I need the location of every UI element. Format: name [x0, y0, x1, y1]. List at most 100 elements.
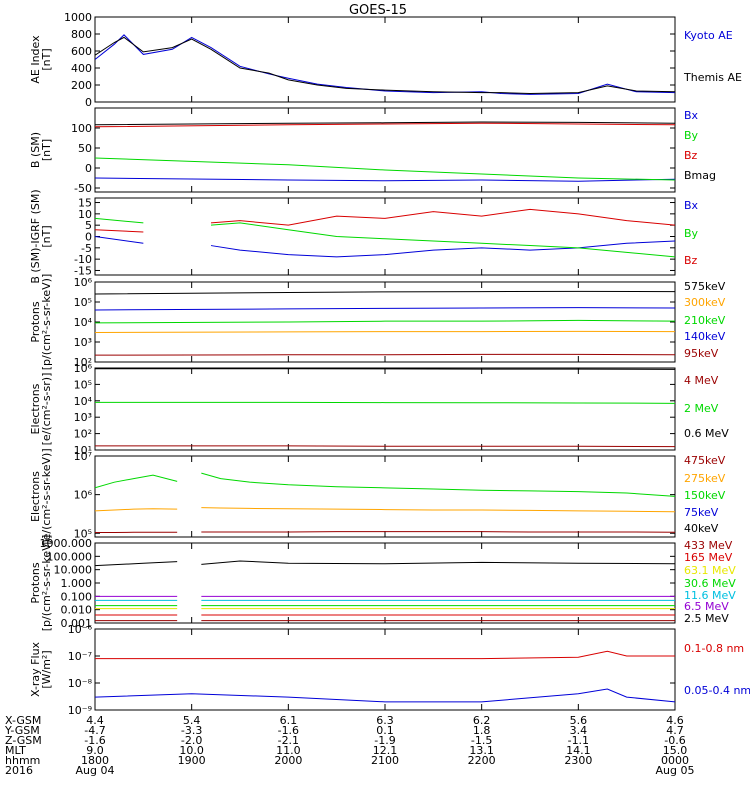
series-line-275keV: [201, 507, 675, 513]
y-tick-label: 800: [71, 28, 92, 41]
y-tick-label: 0.100: [61, 590, 93, 603]
x-table-cell: 0000: [661, 754, 689, 767]
legend-entry: 63.1 MeV: [684, 564, 736, 577]
y-axis-label: [nT]: [40, 48, 53, 70]
series-line-210keV: [95, 319, 675, 324]
x-table-cell: 6.1: [280, 714, 298, 727]
series-line-0-1-0-8-nm: [95, 650, 675, 660]
series-line-By: [210, 222, 675, 258]
x-table-cell: 14.1: [566, 744, 591, 757]
series-line-4-MeV: [95, 445, 675, 448]
x-table-cell: 1.8: [473, 724, 491, 737]
y-axis-label: [p/(cm²-s-sr-keV)]: [40, 535, 53, 632]
x-table-cell: -4.7: [84, 724, 105, 737]
y-tick-label: 100.000: [47, 550, 93, 563]
y-axis-label: Electrons: [29, 471, 42, 522]
y-tick-label: 10³: [74, 336, 92, 349]
x-table-cell: -1.6: [84, 734, 105, 747]
y-tick-label: 10⁴: [74, 395, 93, 408]
y-tick-label: 10⁴: [74, 316, 93, 329]
legend-entry: 0.6 MeV: [684, 427, 729, 440]
panel-electrons_mev: 10¹ 10² 10³ 10⁴ 10⁵ 10⁶ Electrons[e/(cm²-s-sr)…: [29, 362, 729, 457]
legend-entry: 300keV: [684, 296, 726, 309]
series-line-2-MeV: [95, 401, 675, 404]
series-line-150keV: [95, 474, 178, 489]
series-line-By: [95, 157, 675, 181]
panel-protons_mev: 10² 10³ 10⁴ 10⁵ 10⁶ Protons[p/(cm²-s-sr-keV)]…: [29, 274, 726, 371]
y-tick-label: 400: [71, 62, 92, 75]
y-axis-label: [p/(cm²-s-sr-keV)]: [40, 274, 53, 371]
series-line-Bmag: [95, 121, 675, 126]
y-tick-label: 10³: [74, 411, 92, 424]
y-tick-label: 10⁻⁹: [68, 704, 92, 717]
x-table-cell: 2100: [371, 754, 399, 767]
legend-entry: 433 MeV: [684, 539, 733, 552]
series-line-Kyoto-AE: [95, 34, 675, 95]
legend-entry: 95keV: [684, 347, 719, 360]
plot-title: GOES-15: [349, 3, 407, 18]
panel-frame: [94, 455, 676, 538]
panel-xray: 10⁻⁹ 10⁻⁸ 10⁻⁷ 10⁻⁶ X-ray Flux[W/m²] 0.1-0.8 …: [29, 623, 750, 717]
x-table-cell: 4.7: [666, 724, 684, 737]
legend-entry: 150keV: [684, 489, 726, 502]
panel-frame: [94, 367, 676, 451]
y-axis-label: B (SM)-IGRF (SM): [29, 189, 42, 283]
legend-entry: By: [684, 227, 699, 240]
y-axis-label: [e/(cm²-s-sr-keV)]: [40, 448, 53, 544]
panel-frame: [94, 16, 676, 103]
x-table-cell: 13.1: [469, 744, 494, 757]
series-group: [95, 650, 675, 703]
y-tick-label: 10: [78, 208, 92, 221]
x-table-cell: 2200: [468, 754, 496, 767]
legend-entry: Bz: [684, 254, 698, 267]
y-tick-label: 10²: [74, 356, 92, 369]
legend-entry: Bz: [684, 149, 698, 162]
y-tick-label: 10⁻⁶: [68, 623, 93, 636]
series-line-150keV: [201, 472, 675, 497]
y-tick-label: 10⁶: [74, 276, 93, 289]
x-row-label: MLT: [5, 744, 26, 757]
x-table-cell: 1800: [81, 754, 109, 767]
legend-entry: Bmag: [684, 169, 716, 182]
x-table-cell: Aug 04: [76, 764, 115, 777]
x-table-cell: 11.0: [276, 744, 301, 757]
x-table-cell: 15.0: [663, 744, 688, 757]
x-table-cell: 5.4: [183, 714, 201, 727]
y-tick-label: 0: [85, 96, 92, 109]
y-tick-label: -5: [81, 242, 92, 255]
y-tick-label: -50: [74, 182, 92, 195]
series-line-575keV: [95, 290, 675, 295]
legend-entry: By: [684, 129, 699, 142]
x-row-label: hhmm: [5, 754, 40, 767]
legend-entry: 11.6 MeV: [684, 589, 736, 602]
y-tick-label: 10⁵: [74, 296, 92, 309]
legend-entry: 40keV: [684, 522, 719, 535]
x-table-cell: -0.6: [664, 734, 685, 747]
y-axis-label: [W/m²]: [40, 650, 53, 688]
x-table-cell: 6.3: [376, 714, 394, 727]
x-table-cell: -2.1: [278, 734, 299, 747]
y-tick-label: 1.000: [61, 577, 93, 590]
x-table-cell: 1900: [178, 754, 206, 767]
legend-entry: 140keV: [684, 330, 726, 343]
x-row-label: Z-GSM: [5, 734, 42, 747]
x-table-cell: -1.6: [278, 724, 299, 737]
series-group: [95, 368, 675, 448]
series-line-Bz: [95, 122, 675, 128]
series-line-By: [95, 217, 144, 224]
x-table-cell: 9.0: [86, 744, 104, 757]
y-tick-label: 50: [78, 142, 92, 155]
x-table-cell: 4.4: [86, 714, 104, 727]
legend-entry: Kyoto AE: [684, 29, 733, 42]
panel-frame: [94, 542, 676, 624]
y-tick-label: 600: [71, 45, 92, 58]
legend-entry: 0.05-0.4 nm: [684, 684, 750, 697]
series-group: [95, 208, 675, 258]
x-row-label: Y-GSM: [4, 724, 40, 737]
y-axis-label: B (SM): [29, 132, 42, 168]
y-axis-label: Protons: [29, 301, 42, 342]
series-line-95keV: [95, 353, 675, 356]
legend-entry: 575keV: [684, 280, 726, 293]
y-tick-label: 0.010: [61, 604, 93, 617]
y-axis-label: Electrons: [29, 383, 42, 434]
